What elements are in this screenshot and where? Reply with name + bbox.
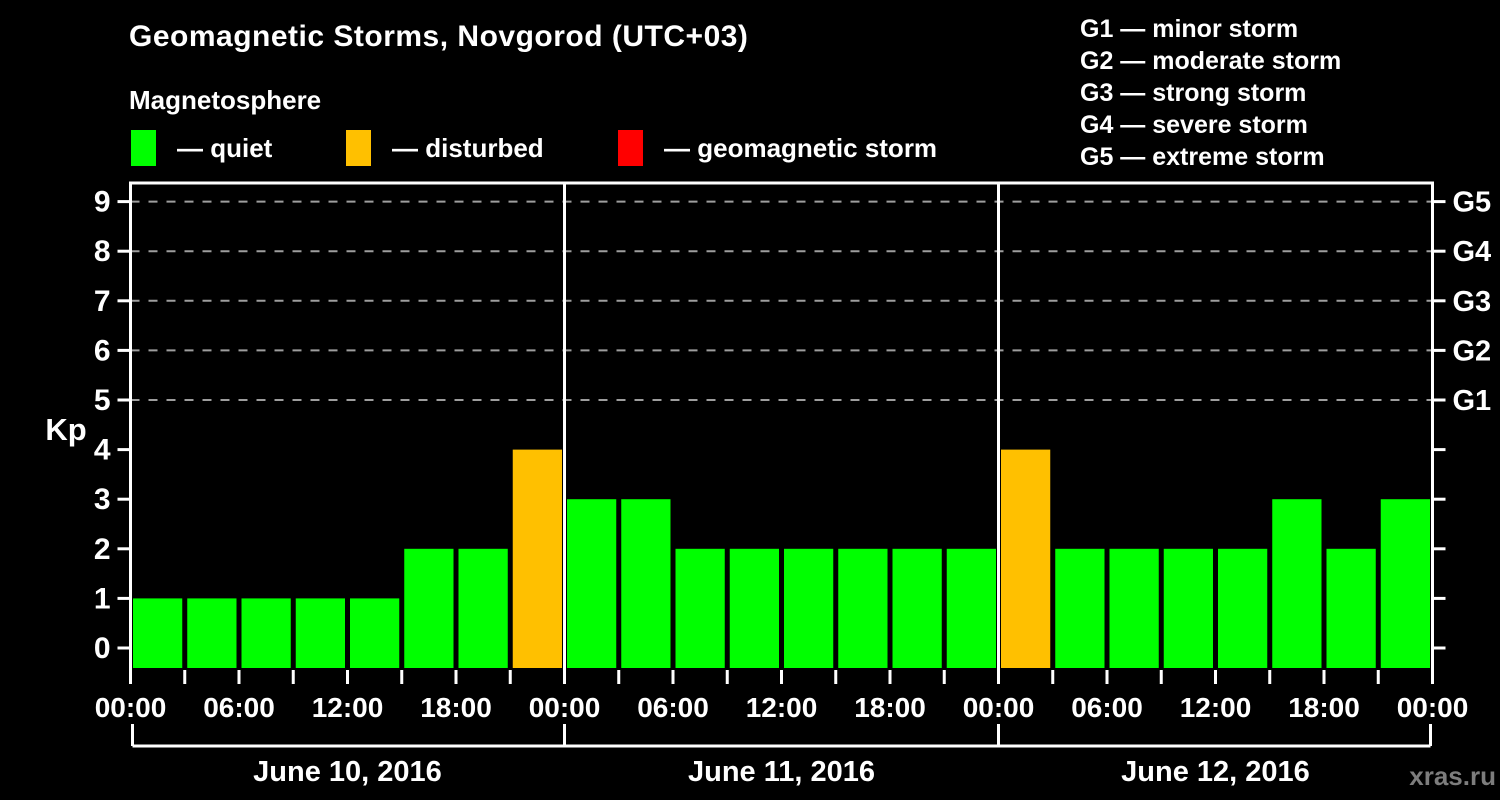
y-tick-label: 7 <box>94 285 111 318</box>
storm-swatch-icon <box>617 129 644 167</box>
y-tick-label: 4 <box>94 434 111 467</box>
y-tick-label: 8 <box>94 235 111 268</box>
g-scale-item-g3: G3 — strong storm <box>1080 79 1307 107</box>
kp-bar <box>1326 548 1376 668</box>
legend-item-disturbed: — disturbed <box>345 129 544 167</box>
kp-bar <box>512 449 562 668</box>
kp-bar <box>350 598 400 668</box>
right-axis-label-g1: G1 <box>1453 385 1492 417</box>
kp-bar <box>729 548 779 668</box>
kp-bar <box>1109 548 1159 668</box>
kp-bar <box>133 598 183 668</box>
kp-bar <box>567 499 617 668</box>
g-scale-item-g1: G1 — minor storm <box>1080 15 1299 43</box>
kp-bar <box>404 548 454 668</box>
legend-label-geomagnetic-storm: — geomagnetic storm <box>664 132 938 163</box>
kp-bar <box>458 548 508 668</box>
right-axis-label-g3: G3 <box>1453 286 1492 318</box>
x-tick-label: 06:00 <box>203 692 275 723</box>
legend-label-disturbed: — disturbed <box>392 132 544 163</box>
right-axis-label-g4: G4 <box>1453 236 1492 268</box>
kp-bar <box>1163 548 1213 668</box>
x-tick-label: 00:00 <box>529 692 601 723</box>
legend-item-quiet: — quiet <box>130 129 272 167</box>
kp-bar <box>187 598 237 668</box>
y-tick-label: 6 <box>94 334 111 367</box>
kp-bar <box>621 499 671 668</box>
x-tick-label: 18:00 <box>420 692 492 723</box>
g-scale-item-g5: G5 — extreme storm <box>1080 143 1325 171</box>
right-axis-label-g2: G2 <box>1453 335 1492 367</box>
x-tick-label: 18:00 <box>854 692 926 723</box>
g-scale-item-g2: G2 — moderate storm <box>1080 47 1342 75</box>
kp-bar <box>1380 499 1430 668</box>
kp-bar <box>892 548 942 668</box>
kp-bar <box>675 548 725 668</box>
quiet-swatch-icon <box>130 129 157 167</box>
y-tick-label: 3 <box>94 483 111 516</box>
kp-bar <box>946 548 996 668</box>
y-tick-label: 2 <box>94 533 111 566</box>
kp-bar <box>838 548 888 668</box>
x-tick-label: 06:00 <box>637 692 709 723</box>
legend-label-quiet: — quiet <box>177 132 273 163</box>
plot-frame <box>129 181 1434 670</box>
kp-bar <box>1272 499 1322 668</box>
x-tick-label: 12:00 <box>746 692 818 723</box>
kp-bar <box>1001 449 1051 668</box>
legend-item-geomagnetic-storm: — geomagnetic storm <box>617 129 937 167</box>
y-tick-label: 1 <box>94 582 111 615</box>
watermark: xras.ru <box>1409 761 1496 791</box>
x-tick-label: 00:00 <box>1397 692 1469 723</box>
kp-bar <box>1218 548 1268 668</box>
disturbed-swatch-icon <box>345 129 372 167</box>
kp-bar <box>1055 548 1105 668</box>
g-scale-legend: G1 — minor storm G2 — moderate storm G3 … <box>1080 13 1341 173</box>
x-tick-label: 12:00 <box>1180 692 1252 723</box>
g-scale-item-g4: G4 — severe storm <box>1080 111 1308 139</box>
day-label: June 11, 2016 <box>688 756 875 788</box>
kp-bar <box>784 548 834 668</box>
x-tick-label: 00:00 <box>95 692 167 723</box>
chart-subtitle: Magnetosphere <box>129 85 322 115</box>
y-tick-label: 5 <box>94 384 111 417</box>
x-tick-label: 12:00 <box>312 692 384 723</box>
y-tick-label: 9 <box>94 186 111 219</box>
x-tick-label: 00:00 <box>963 692 1035 723</box>
page-title: Geomagnetic Storms, Novgorod (UTC+03) <box>129 20 749 53</box>
day-label: June 10, 2016 <box>253 756 442 788</box>
x-tick-label: 06:00 <box>1071 692 1143 723</box>
x-tick-label: 18:00 <box>1288 692 1360 723</box>
y-axis-title: Kp <box>45 412 86 447</box>
day-label: June 12, 2016 <box>1121 756 1310 788</box>
kp-bar <box>295 598 345 668</box>
right-axis-label-g5: G5 <box>1453 187 1492 219</box>
kp-bar <box>241 598 291 668</box>
y-tick-label: 0 <box>94 632 111 665</box>
